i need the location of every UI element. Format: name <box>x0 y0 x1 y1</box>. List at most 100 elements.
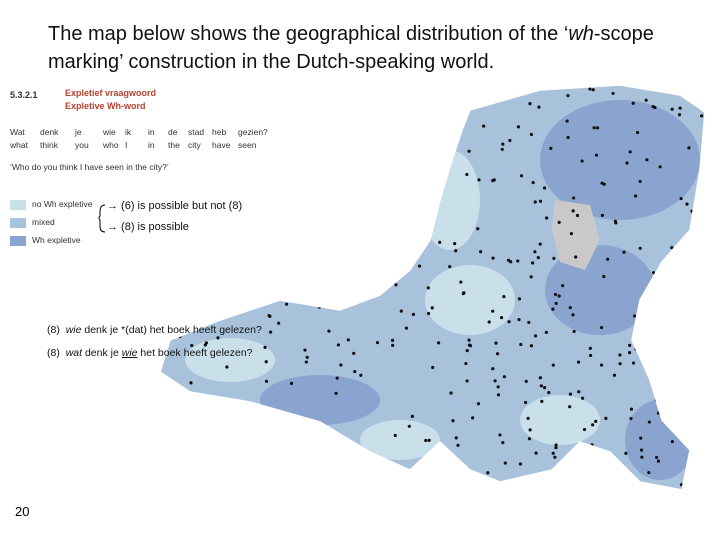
location-dot <box>539 384 543 388</box>
location-dot <box>404 326 409 330</box>
location-dot <box>185 294 189 299</box>
title-text: The map below shows the geographical dis… <box>48 23 569 45</box>
location-dot <box>171 154 175 158</box>
location-dot <box>677 356 681 361</box>
location-dot <box>160 185 163 189</box>
location-dot <box>391 343 395 348</box>
location-dot <box>645 158 649 162</box>
location-dot <box>595 126 600 130</box>
location-dot <box>220 293 225 297</box>
location-dot <box>398 196 403 200</box>
location-dot <box>425 133 429 137</box>
location-dot <box>568 305 572 310</box>
location-dot <box>426 286 430 290</box>
location-dot <box>406 241 410 245</box>
location-dot <box>503 461 507 465</box>
location-dot <box>202 252 206 256</box>
location-dot <box>380 212 384 216</box>
location-dot <box>571 313 575 317</box>
location-dot <box>701 305 705 309</box>
location-dot <box>267 314 271 318</box>
example: (8) wat denk je wie het boek heeft gelez… <box>47 347 253 359</box>
location-dot <box>523 400 528 405</box>
location-dot <box>677 113 682 117</box>
location-dot <box>225 365 229 369</box>
location-dot <box>395 92 399 96</box>
location-dot <box>214 419 218 423</box>
location-dot <box>222 104 226 108</box>
location-dot <box>625 161 629 165</box>
location-dot <box>313 180 317 184</box>
location-dot <box>282 249 286 253</box>
location-dot <box>545 216 549 220</box>
location-dot <box>161 421 165 425</box>
location-dot <box>327 329 331 333</box>
location-dot <box>604 416 608 420</box>
location-dot <box>287 151 291 155</box>
location-dot <box>547 391 551 395</box>
location-dot <box>224 279 228 283</box>
location-dot <box>263 345 267 349</box>
location-dot <box>572 196 576 200</box>
gloss-dutch: wie <box>103 127 116 137</box>
location-dot <box>618 488 622 490</box>
location-dot <box>492 178 496 182</box>
location-dot <box>437 341 441 345</box>
location-dot <box>182 398 186 403</box>
location-dot <box>538 376 542 380</box>
location-dot <box>220 119 224 124</box>
gloss-english: have <box>212 140 231 150</box>
location-dot <box>303 348 307 352</box>
location-dot <box>448 265 452 269</box>
location-dot <box>462 291 466 295</box>
location-dot <box>370 160 374 164</box>
location-dot <box>614 221 618 225</box>
example: (8) wie denk je *(dat) het boek heeft ge… <box>47 324 262 336</box>
location-dot <box>465 379 469 383</box>
location-dot <box>260 92 265 97</box>
location-dot <box>482 124 486 128</box>
gloss-dutch: in <box>148 127 155 137</box>
location-dot <box>618 353 622 357</box>
location-dot <box>678 106 682 110</box>
location-dot <box>476 227 480 231</box>
location-dot <box>277 321 281 325</box>
location-dot <box>538 242 542 246</box>
example-italic: wat <box>65 347 83 359</box>
location-dot <box>682 411 686 415</box>
location-dot <box>241 224 245 228</box>
location-dot <box>638 179 642 184</box>
location-dot <box>631 361 636 365</box>
location-dot <box>200 87 204 91</box>
location-dot <box>229 461 233 465</box>
location-dot <box>170 468 174 473</box>
location-dot <box>551 307 555 311</box>
location-dot <box>529 275 533 279</box>
location-dot <box>518 462 523 466</box>
location-dot <box>372 134 376 139</box>
location-dot <box>533 250 537 254</box>
location-dot <box>543 386 547 390</box>
location-dot <box>208 427 212 432</box>
location-dot <box>394 283 398 287</box>
location-dot <box>356 212 360 216</box>
location-dot <box>670 246 674 250</box>
location-dot <box>287 184 292 188</box>
location-dot <box>658 165 662 169</box>
annotation: → (6) is possible but not (8) <box>107 200 243 212</box>
location-dot <box>695 491 698 494</box>
location-dot <box>566 135 570 140</box>
location-dot <box>436 151 440 155</box>
location-dot <box>154 426 157 429</box>
gloss-english: think <box>40 140 58 150</box>
location-dot <box>253 99 257 103</box>
location-dot <box>376 199 380 203</box>
location-dot <box>371 254 375 258</box>
location-dot <box>569 232 574 236</box>
location-dot <box>216 336 220 340</box>
example-text: denk je <box>82 347 122 359</box>
location-dot <box>588 353 593 358</box>
location-dot <box>600 181 604 185</box>
location-dot <box>311 249 315 253</box>
region <box>540 100 700 220</box>
